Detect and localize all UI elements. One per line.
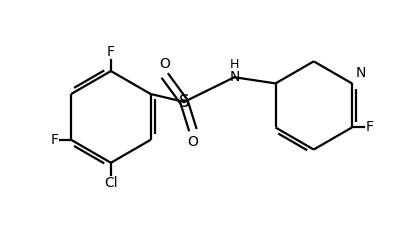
Text: N: N — [229, 70, 240, 84]
Text: N: N — [355, 66, 366, 80]
Text: H: H — [230, 58, 239, 72]
Text: S: S — [179, 93, 189, 111]
Text: F: F — [51, 133, 59, 147]
Text: F: F — [107, 45, 115, 59]
Text: Cl: Cl — [104, 176, 118, 190]
Text: O: O — [159, 57, 170, 71]
Text: O: O — [188, 135, 198, 148]
Text: F: F — [365, 121, 373, 135]
